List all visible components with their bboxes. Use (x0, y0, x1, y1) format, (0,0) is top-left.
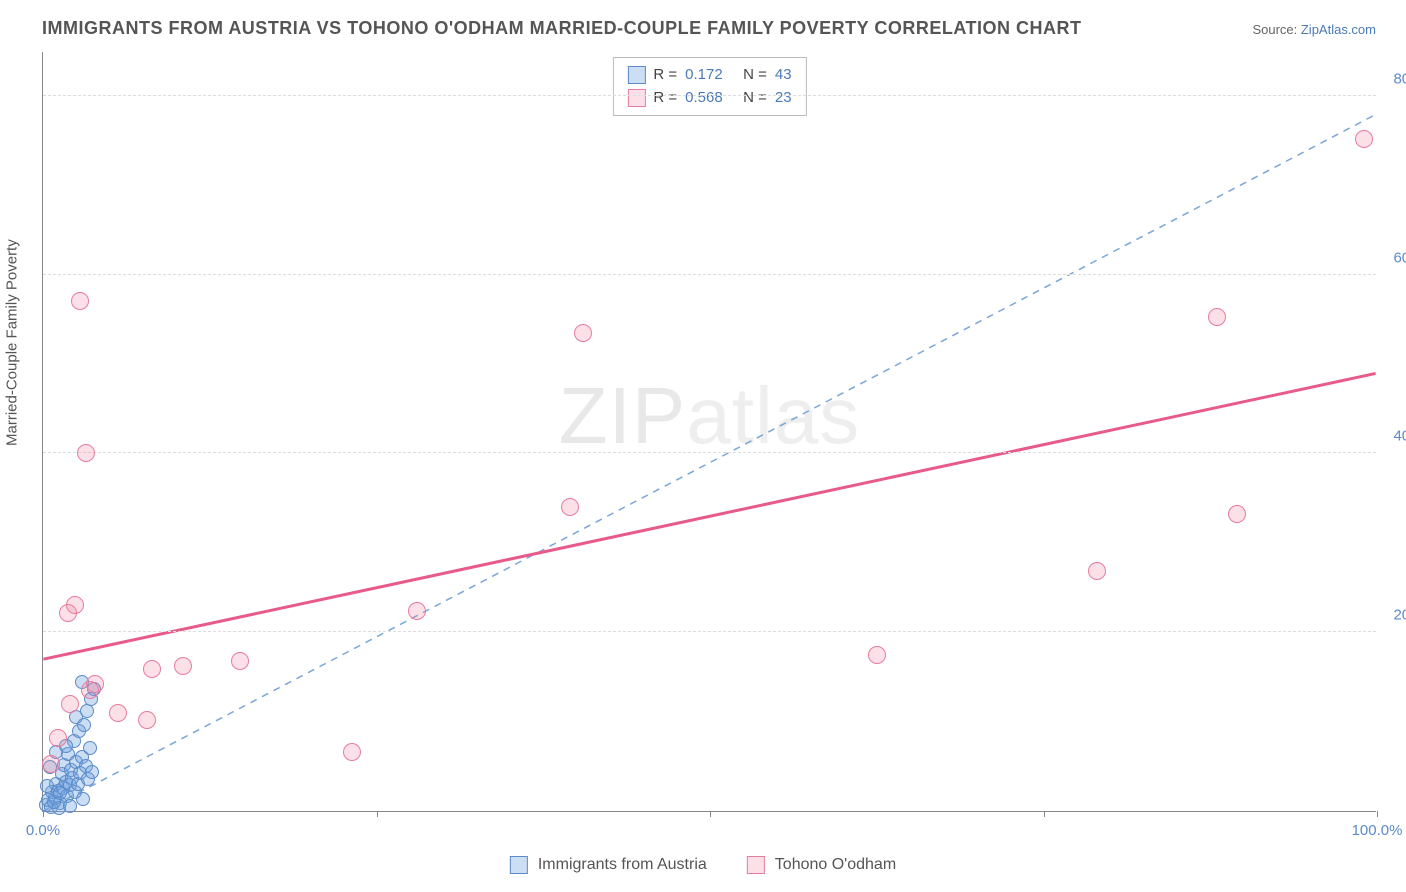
n-value: 43 (775, 64, 792, 87)
source-prefix: Source: (1252, 22, 1300, 37)
bottom-legend: Immigrants from Austria Tohono O'odham (510, 856, 896, 874)
y-axis-label: Married-Couple Family Poverty (4, 239, 21, 446)
x-tick-label: 100.0% (1352, 822, 1403, 839)
trend-line (43, 115, 1375, 811)
data-point (143, 660, 161, 678)
data-point (561, 498, 579, 516)
y-tick-label: 80.0% (1393, 70, 1406, 87)
data-point (81, 681, 99, 699)
gridline (43, 274, 1376, 275)
x-tick-label: 0.0% (26, 822, 60, 839)
pink-swatch-icon (627, 89, 645, 107)
trend-line (43, 373, 1375, 659)
data-point (138, 711, 156, 729)
data-point (71, 292, 89, 310)
stats-row: R = 0.172 N = 43 (627, 64, 791, 87)
stats-row: R = 0.568 N = 23 (627, 87, 791, 110)
data-point (85, 765, 99, 779)
data-point (77, 444, 95, 462)
legend-label: Tohono O'odham (775, 856, 896, 874)
pink-swatch-icon (747, 856, 765, 874)
y-tick-label: 20.0% (1393, 607, 1406, 624)
data-point (1355, 130, 1373, 148)
x-tick-mark (1377, 811, 1378, 817)
data-point (1228, 505, 1246, 523)
data-point (868, 646, 886, 664)
y-tick-label: 60.0% (1393, 249, 1406, 266)
trend-lines (43, 52, 1376, 811)
legend-label: Immigrants from Austria (538, 856, 707, 874)
data-point (53, 786, 67, 800)
watermark: ZIPatlas (559, 370, 860, 462)
source-link[interactable]: ZipAtlas.com (1301, 22, 1376, 37)
data-point (343, 743, 361, 761)
x-tick-mark (710, 811, 711, 817)
data-point (63, 799, 77, 813)
x-tick-mark (43, 811, 44, 817)
watermark-a: ZIP (559, 371, 686, 460)
data-point (42, 755, 60, 773)
n-label: N = (743, 87, 767, 110)
legend-item: Tohono O'odham (747, 856, 896, 874)
data-point (174, 657, 192, 675)
data-point (40, 779, 54, 793)
x-tick-mark (377, 811, 378, 817)
r-label: R = (653, 87, 677, 110)
gridline (43, 631, 1376, 632)
n-label: N = (743, 64, 767, 87)
source-credit: Source: ZipAtlas.com (1252, 22, 1376, 37)
n-value: 23 (775, 87, 792, 110)
r-label: R = (653, 64, 677, 87)
chart-title: IMMIGRANTS FROM AUSTRIA VS TOHONO O'ODHA… (42, 18, 1081, 39)
y-tick-label: 40.0% (1393, 428, 1406, 445)
data-point (66, 596, 84, 614)
watermark-b: atlas (686, 371, 860, 460)
x-tick-mark (1044, 811, 1045, 817)
data-point (76, 792, 90, 806)
blue-swatch-icon (627, 66, 645, 84)
legend-item: Immigrants from Austria (510, 856, 707, 874)
gridline (43, 452, 1376, 453)
gridline (43, 95, 1376, 96)
data-point (61, 695, 79, 713)
data-point (83, 741, 97, 755)
data-point (1208, 308, 1226, 326)
r-value: 0.172 (685, 64, 735, 87)
data-point (49, 729, 67, 747)
data-point (109, 704, 127, 722)
data-point (574, 324, 592, 342)
plot-area: ZIPatlas R =0.172N =43R =0.568N =23 20.0… (42, 52, 1376, 812)
r-value: 0.568 (685, 87, 735, 110)
data-point (408, 602, 426, 620)
blue-swatch-icon (510, 856, 528, 874)
data-point (1088, 562, 1106, 580)
data-point (231, 652, 249, 670)
stats-box: R = 0.172 N = 43 R = 0.568 N = 23 (612, 57, 806, 116)
